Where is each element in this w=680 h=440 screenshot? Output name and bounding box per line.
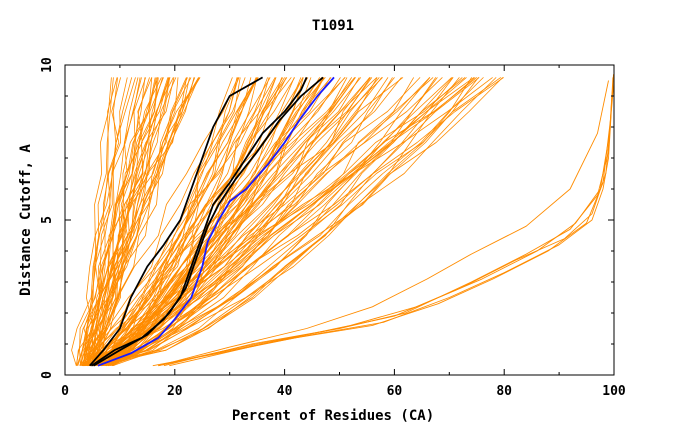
model-line [88,77,503,367]
y-tick-label: 0 [40,371,55,379]
highlight-line-4 [97,76,335,367]
model-line-low [158,80,609,367]
model-line [83,77,480,367]
x-axis-label: Percent of Residues (CA) [232,408,434,424]
chart-title: T1091 [312,18,354,34]
model-line [100,77,415,367]
x-tick-label: 0 [61,384,69,399]
model-line [92,77,497,367]
axis-ticks: 0 20 40 60 80 100 0 5 10 [40,57,626,399]
model-line [95,77,164,366]
highlight-line-1 [89,76,264,367]
model-line [107,77,284,367]
model-line [87,77,147,366]
model-line [96,77,233,367]
y-axis-label: Distance Cutoff, A [18,144,34,296]
model-line [84,77,380,367]
model-line [109,77,502,367]
model-line [86,77,460,367]
model-line [80,77,133,366]
model-line [93,77,296,366]
model-line [82,77,484,367]
model-line [90,77,170,366]
model-line [76,77,199,366]
model-line [89,77,467,367]
model-line [95,77,362,367]
x-tick-label: 100 [602,384,626,399]
model-line [101,77,287,367]
x-tick-label: 80 [496,384,512,399]
model-line [107,77,504,367]
model-line [99,77,454,367]
model-line [105,77,452,367]
model-line [99,77,259,366]
model-line [84,77,356,366]
model-line [81,77,276,366]
model-line [77,77,188,366]
model-line [88,77,146,366]
model-line [112,77,479,367]
x-tick-label: 60 [387,384,403,399]
model-line [82,77,404,366]
model-line [98,77,241,367]
model-line [86,77,421,367]
model-line [101,77,371,367]
y-tick-label: 10 [40,57,55,73]
x-tick-label: 40 [277,384,293,399]
model-line [85,77,239,366]
model-line [99,77,295,367]
model-line [79,77,136,366]
model-line [103,77,341,367]
model-line [83,77,112,366]
plot-area [71,74,615,367]
highlight-line-3 [93,76,324,367]
y-tick-label: 5 [40,216,55,224]
model-line [87,77,473,367]
model-line [91,77,159,366]
model-line [76,77,175,366]
x-tick-label: 20 [167,384,183,399]
model-line [86,77,114,366]
model-line [89,77,463,366]
model-line-low [169,133,611,367]
model-line [84,77,246,366]
model-line [87,77,162,366]
model-line [102,77,258,366]
model-line-low [152,74,614,367]
